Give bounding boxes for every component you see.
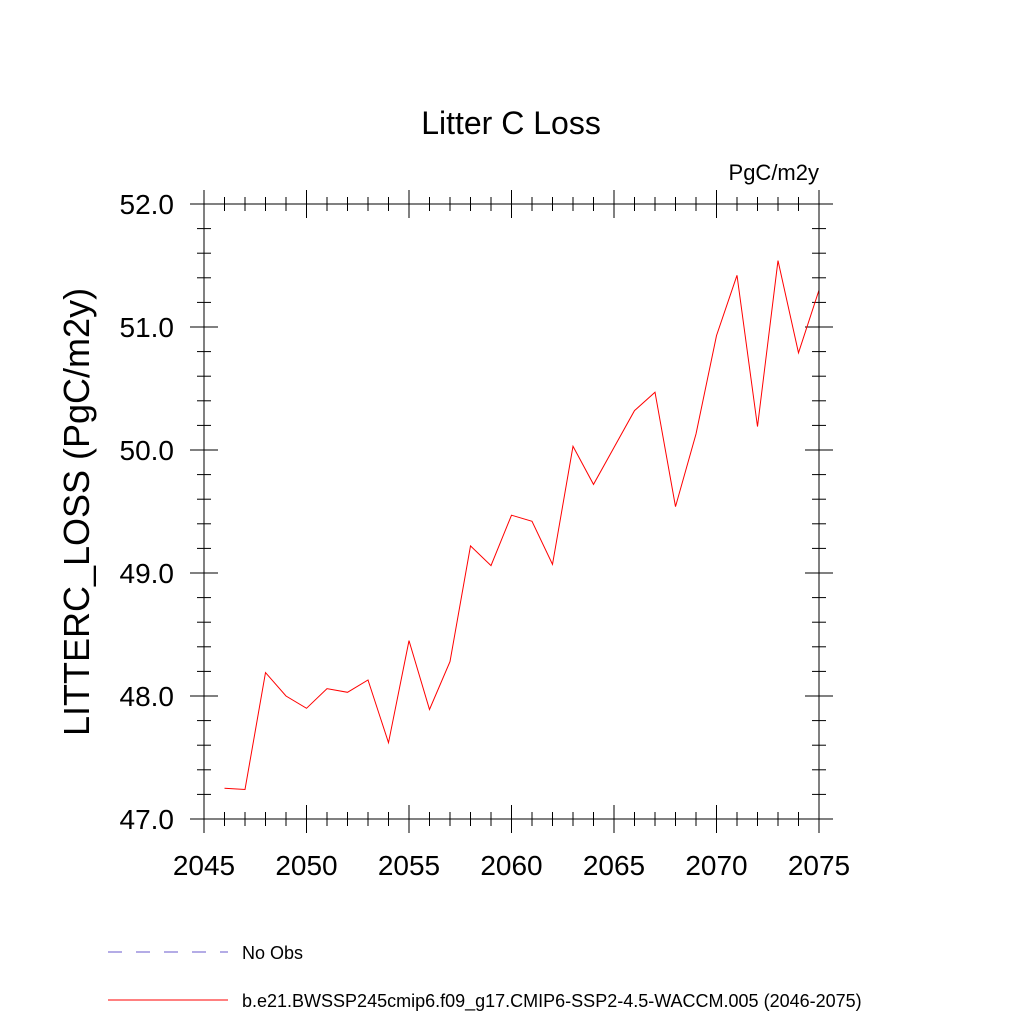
- plot-frame: [203, 203, 820, 820]
- legend: No Obs b.e21.BWSSP245cmip6.f09_g17.CMIP6-…: [108, 943, 862, 1012]
- x-tick-label: 2055: [378, 850, 440, 881]
- legend-label: b.e21.BWSSP245cmip6.f09_g17.CMIP6-SSP2-4…: [242, 991, 862, 1012]
- x-tick-label: 2050: [275, 850, 337, 881]
- y-tick-label: 52.0: [120, 189, 175, 220]
- y-tick-label: 49.0: [120, 558, 175, 589]
- major-ticks: [190, 190, 833, 833]
- x-tick-label: 2075: [788, 850, 850, 881]
- x-tick-label: 2070: [685, 850, 747, 881]
- y-tick-label: 50.0: [120, 435, 175, 466]
- series-layer: [224, 260, 820, 791]
- series-line: [224, 260, 820, 791]
- y-tick-label: 48.0: [120, 681, 175, 712]
- x-tick-label: 2045: [173, 850, 235, 881]
- y-axis-label: LITTERC_LOSS (PgC/m2y): [56, 288, 97, 736]
- chart-title: Litter C Loss: [421, 105, 601, 141]
- tick-labels: 2045 2050 2055 2060 2065 2070 2075 47.0 48.0 49.0…: [120, 189, 851, 881]
- x-tick-label: 2060: [480, 850, 542, 881]
- x-tick-label: 2065: [583, 850, 645, 881]
- y-tick-label: 47.0: [120, 804, 175, 835]
- y-tick-label: 51.0: [120, 312, 175, 343]
- units-label: PgC/m2y: [729, 160, 819, 185]
- legend-label: No Obs: [242, 943, 303, 963]
